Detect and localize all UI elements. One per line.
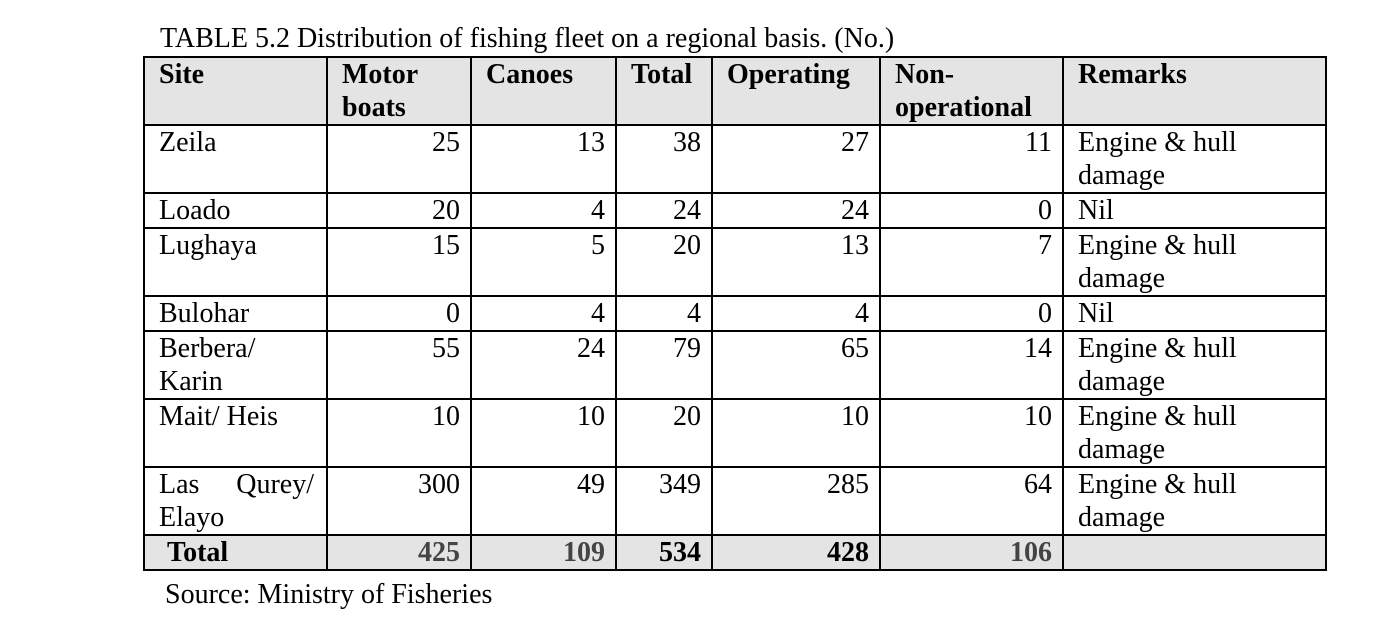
cell-site: Zeila [143, 124, 328, 194]
totals-remarks [1062, 534, 1327, 571]
cell-operating: 13 [711, 227, 881, 297]
header-site: Site [143, 56, 328, 126]
cell-non-operational: 0 [879, 295, 1064, 332]
fishing-fleet-table: Site Motor boats Canoes Total Operating N… [143, 56, 1327, 571]
cell-non-operational: 14 [879, 330, 1064, 400]
header-remarks: Remarks [1062, 56, 1327, 126]
cell-operating: 24 [711, 192, 881, 229]
totals-total: 534 [615, 534, 713, 571]
cell-total: 24 [615, 192, 713, 229]
cell-operating: 27 [711, 124, 881, 194]
cell-total: 38 [615, 124, 713, 194]
cell-motor-boats: 25 [326, 124, 472, 194]
cell-operating: 285 [711, 466, 881, 536]
table-caption: TABLE 5.2 Distribution of fishing fleet … [160, 23, 895, 54]
cell-non-operational: 0 [879, 192, 1064, 229]
table-row: Loado 20 4 24 24 0 Nil [143, 192, 1327, 229]
cell-motor-boats: 55 [326, 330, 472, 400]
cell-site: Las Qurey/ Elayo [143, 466, 328, 536]
table-row: Mait/ Heis 10 10 20 10 10 Engine & hull … [143, 398, 1327, 468]
cell-total: 79 [615, 330, 713, 400]
cell-motor-boats: 15 [326, 227, 472, 297]
table-header-row: Site Motor boats Canoes Total Operating N… [143, 56, 1327, 126]
totals-row: Total 425 109 534 428 106 [143, 534, 1327, 571]
table-row: Las Qurey/ Elayo 300 49 349 285 64 Engine… [143, 466, 1327, 536]
cell-canoes: 13 [470, 124, 617, 194]
cell-remarks: Nil [1062, 192, 1327, 229]
header-motor-boats: Motor boats [326, 56, 472, 126]
cell-total: 349 [615, 466, 713, 536]
header-operating: Operating [711, 56, 881, 126]
cell-operating: 65 [711, 330, 881, 400]
header-non-operational: Non-operational [879, 56, 1064, 126]
cell-motor-boats: 300 [326, 466, 472, 536]
cell-non-operational: 64 [879, 466, 1064, 536]
cell-site: Loado [143, 192, 328, 229]
cell-remarks: Engine & hull damage [1062, 227, 1327, 297]
cell-remarks: Engine & hull damage [1062, 398, 1327, 468]
cell-motor-boats: 20 [326, 192, 472, 229]
table-row: Lughaya 15 5 20 13 7 Engine & hull damag… [143, 227, 1327, 297]
totals-label: Total [143, 534, 328, 571]
cell-site: Mait/ Heis [143, 398, 328, 468]
cell-non-operational: 11 [879, 124, 1064, 194]
cell-site: Bulohar [143, 295, 328, 332]
cell-canoes: 4 [470, 192, 617, 229]
table-row: Bulohar 0 4 4 4 0 Nil [143, 295, 1327, 332]
header-total: Total [615, 56, 713, 126]
totals-operating: 428 [711, 534, 881, 571]
cell-site: Berbera/ Karin [143, 330, 328, 400]
totals-non-operational: 106 [879, 534, 1064, 571]
table-row: Zeila 25 13 38 27 11 Engine & hull damag… [143, 124, 1327, 194]
cell-canoes: 5 [470, 227, 617, 297]
cell-remarks: Engine & hull damage [1062, 330, 1327, 400]
totals-motor-boats: 425 [326, 534, 472, 571]
cell-remarks: Engine & hull damage [1062, 466, 1327, 536]
cell-canoes: 49 [470, 466, 617, 536]
cell-remarks: Engine & hull damage [1062, 124, 1327, 194]
cell-operating: 10 [711, 398, 881, 468]
cell-total: 4 [615, 295, 713, 332]
cell-canoes: 10 [470, 398, 617, 468]
cell-non-operational: 7 [879, 227, 1064, 297]
cell-total: 20 [615, 227, 713, 297]
cell-total: 20 [615, 398, 713, 468]
cell-motor-boats: 10 [326, 398, 472, 468]
table-row: Berbera/ Karin 55 24 79 65 14 Engine & h… [143, 330, 1327, 400]
cell-motor-boats: 0 [326, 295, 472, 332]
cell-site: Lughaya [143, 227, 328, 297]
cell-non-operational: 10 [879, 398, 1064, 468]
cell-remarks: Nil [1062, 295, 1327, 332]
header-canoes: Canoes [470, 56, 617, 126]
cell-operating: 4 [711, 295, 881, 332]
cell-canoes: 24 [470, 330, 617, 400]
source-note: Source: Ministry of Fisheries [165, 579, 493, 610]
cell-canoes: 4 [470, 295, 617, 332]
totals-canoes: 109 [470, 534, 617, 571]
